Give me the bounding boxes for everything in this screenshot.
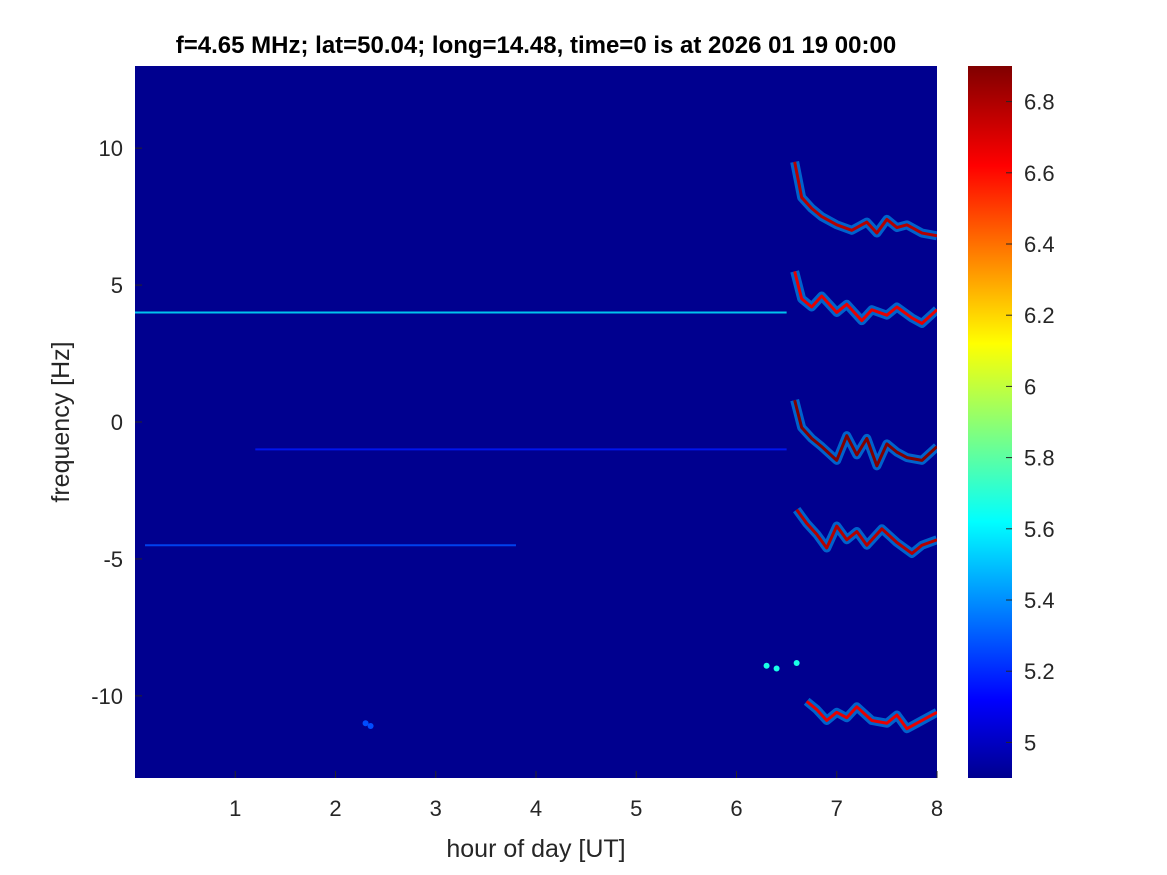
x-tick-label: 2 (329, 796, 341, 821)
colorbar-tick-label: 6.2 (1024, 303, 1055, 328)
x-tick-label: 1 (229, 796, 241, 821)
colorbar-tick-label: 6 (1024, 374, 1036, 399)
colorbar-tick-label: 5.8 (1024, 446, 1055, 471)
y-tick-label: 5 (111, 273, 123, 298)
trace-line-4 (793, 271, 937, 325)
y-axis-label: frequency [Hz] (47, 341, 75, 502)
trace-line-3 (793, 161, 937, 238)
x-axis-label: hour of day [UT] (446, 835, 625, 863)
y-tick-label: 0 (111, 410, 123, 435)
colorbar (968, 66, 1012, 778)
chart-title: f=4.65 MHz; lat=50.04; long=14.48, time=… (176, 32, 896, 59)
colorbar-tick-label: 5.4 (1024, 588, 1055, 613)
spectrogram-features (135, 160, 937, 734)
heatmap-blob-8-0 (763, 662, 770, 669)
colorbar-tick-label: 6.8 (1024, 90, 1055, 115)
colorbar-ticks: 6.8 6.6 6.4 6.2 6 5.8 5.6 5.4 5.2 5 (1006, 90, 1055, 755)
y-axis-ticks: 10 5 0 -5 -10 (91, 136, 142, 709)
y-tick-label: 10 (99, 136, 123, 161)
x-tick-label: 6 (730, 796, 742, 821)
x-tick-label: 7 (831, 796, 843, 821)
x-tick-label: 4 (530, 796, 542, 821)
y-tick-label: -5 (103, 547, 123, 572)
heatmap-blob-8-1 (773, 665, 780, 672)
y-tick-label: -10 (91, 684, 123, 709)
trace-line-6 (795, 508, 937, 555)
heatmap-blob-8-2 (793, 659, 800, 666)
heatmap-blob-9-1 (367, 722, 374, 729)
x-tick-label: 3 (430, 796, 442, 821)
trace-line-5 (793, 399, 937, 468)
x-axis-ticks: 1 2 3 4 5 6 7 8 (229, 771, 943, 821)
colorbar-tick-label: 6.6 (1024, 161, 1055, 186)
colorbar-tick-label: 5 (1024, 730, 1036, 755)
trace-line-7 (805, 700, 937, 731)
x-tick-label: 8 (931, 796, 943, 821)
heatmap-blob-9-0 (362, 720, 369, 727)
colorbar-tick-label: 6.4 (1024, 232, 1055, 257)
colorbar-tick-label: 5.6 (1024, 517, 1055, 542)
colorbar-tick-label: 5.2 (1024, 659, 1055, 684)
x-tick-label: 5 (630, 796, 642, 821)
plot-area (135, 66, 937, 778)
